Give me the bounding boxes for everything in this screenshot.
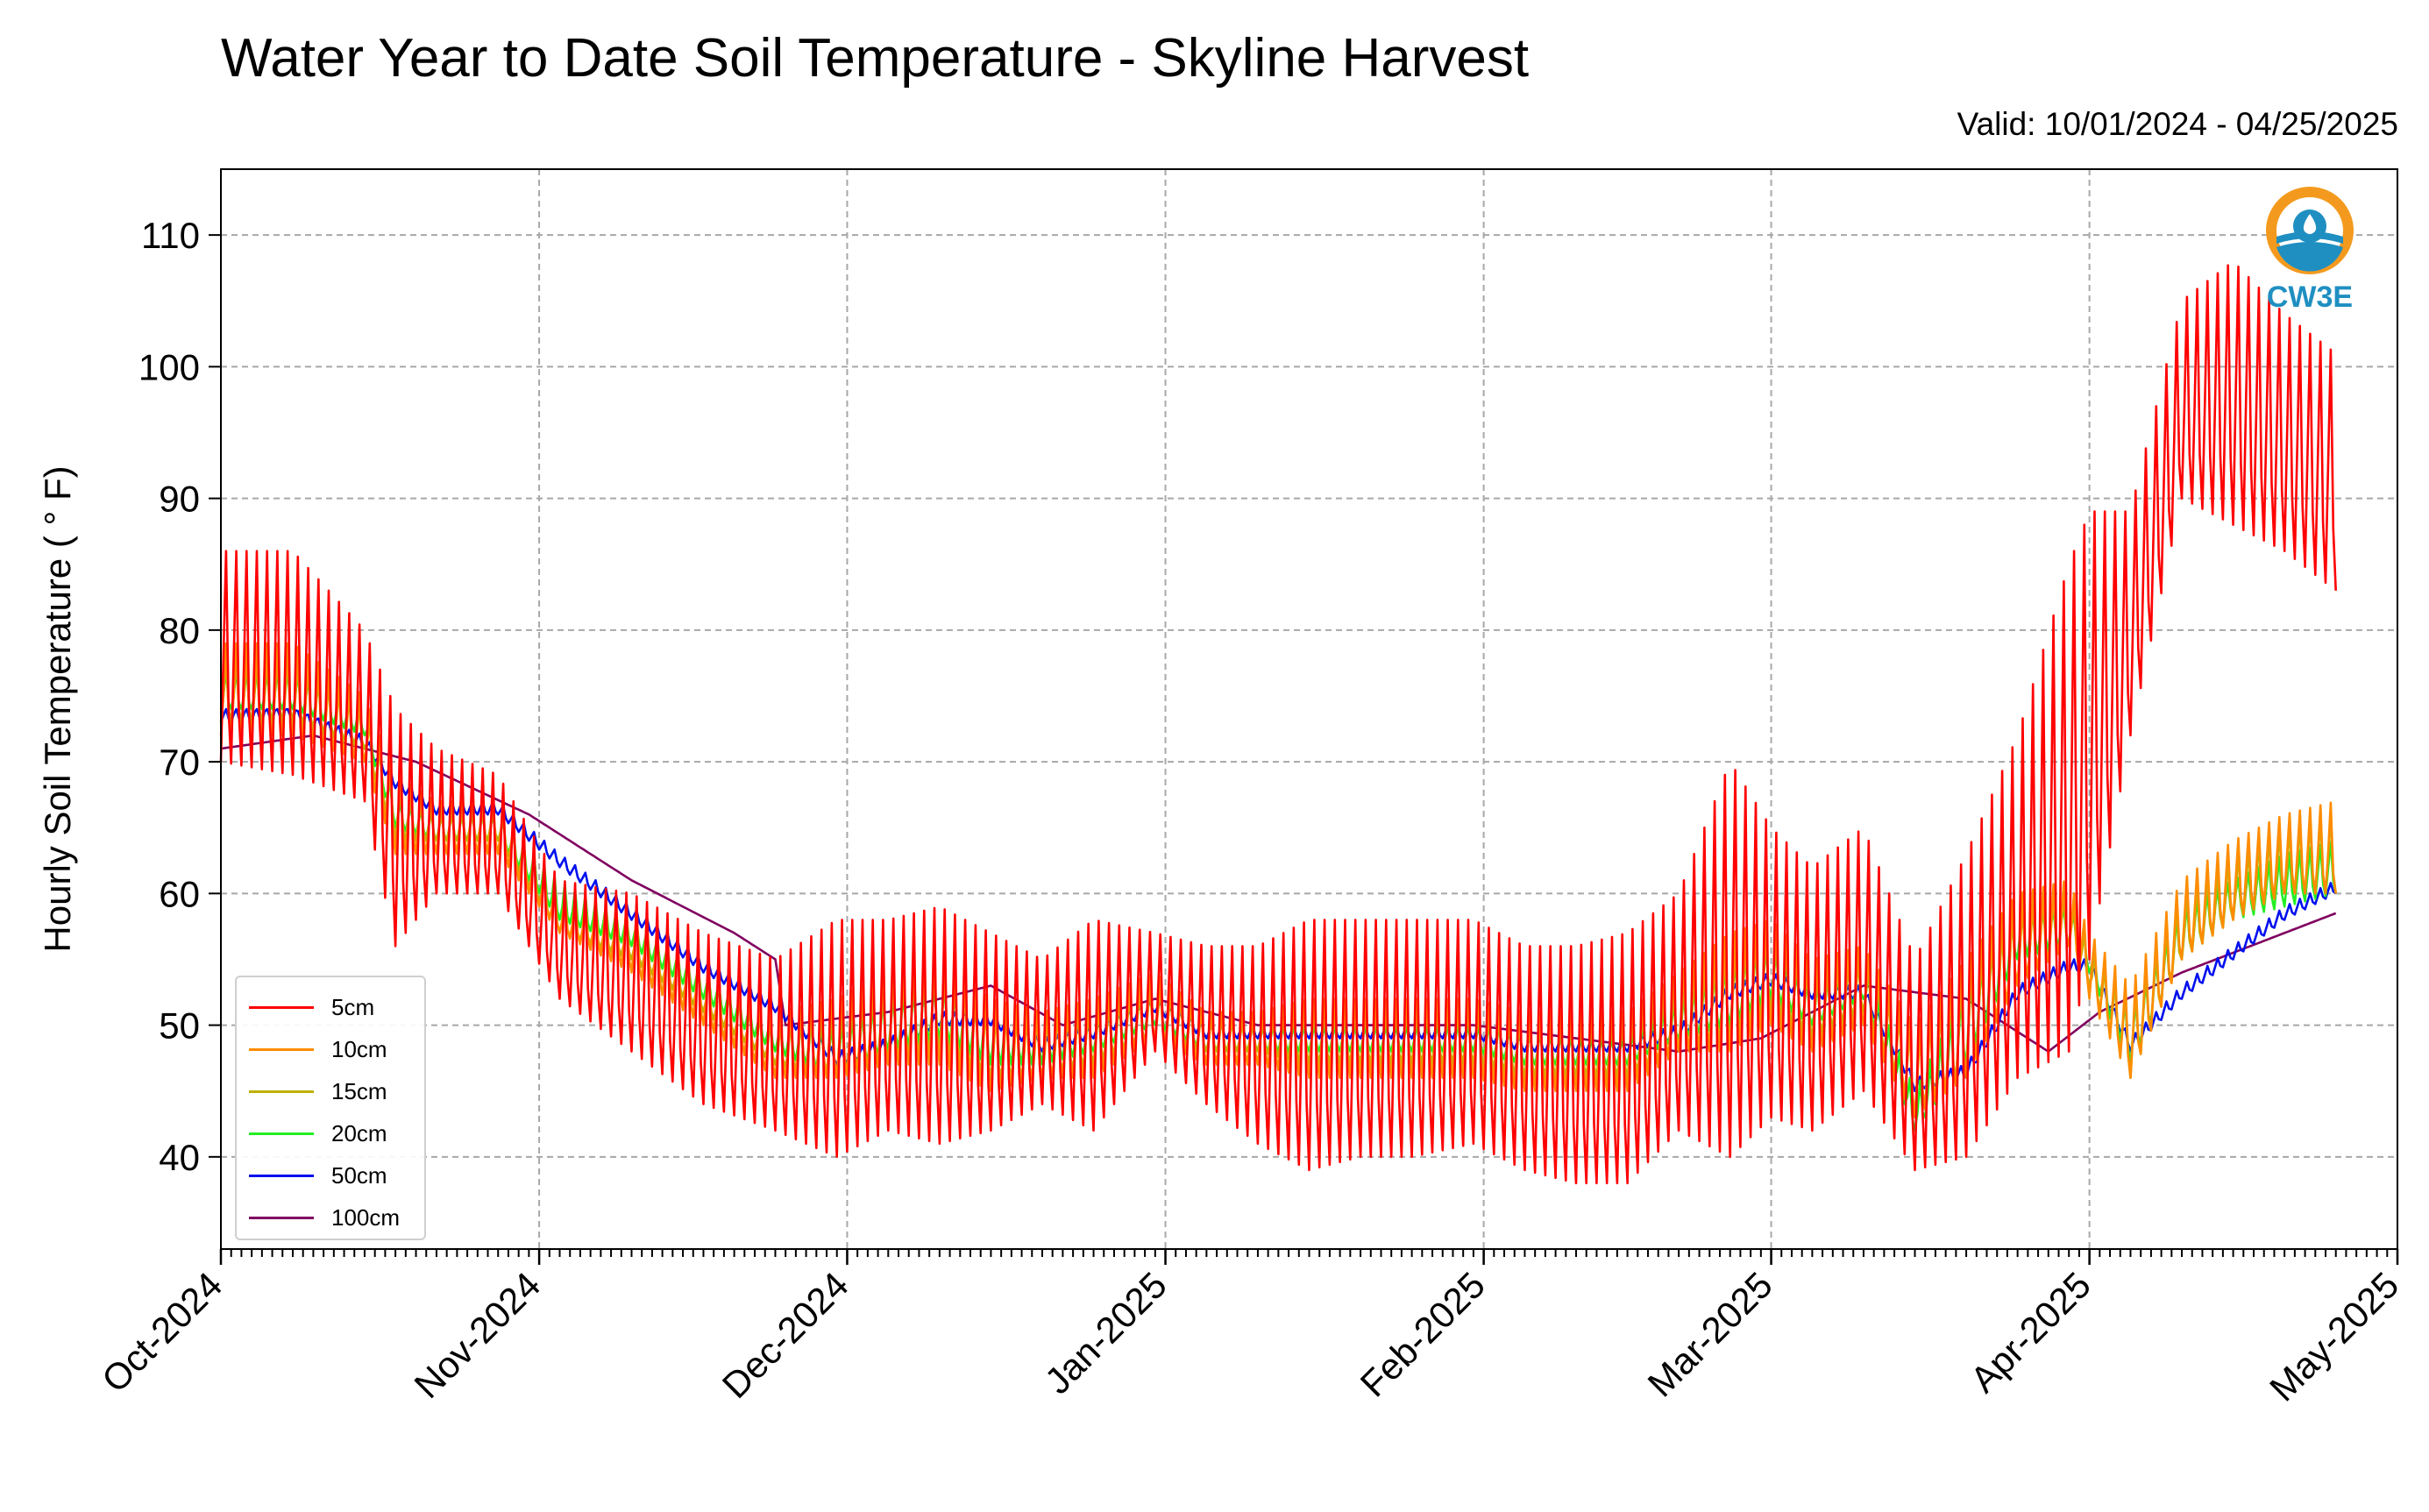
y-tick-label: 100 xyxy=(138,346,200,387)
y-tick-label: 90 xyxy=(159,479,200,520)
plot-frame xyxy=(220,168,2398,1250)
x-tick-label: Oct-2024 xyxy=(94,1264,230,1400)
y-tick-label: 60 xyxy=(159,873,200,914)
legend-swatch xyxy=(249,1217,314,1219)
x-tick-label: Jan-2025 xyxy=(1037,1264,1175,1402)
legend-label: 15cm xyxy=(331,1078,387,1104)
x-tick-label: May-2025 xyxy=(2262,1264,2406,1409)
y-tick-label: 50 xyxy=(159,1005,200,1047)
series-layer xyxy=(219,264,2337,1185)
legend-label: 10cm xyxy=(331,1036,387,1062)
legend-swatch xyxy=(249,1132,314,1135)
y-tick-label: 40 xyxy=(159,1137,200,1178)
series-line-5cm xyxy=(219,264,2337,1185)
legend-item-10cm: 10cm xyxy=(237,1032,424,1067)
legend-swatch xyxy=(249,1048,314,1051)
legend-item-100cm: 100cm xyxy=(237,1200,424,1235)
legend-label: 50cm xyxy=(331,1162,387,1189)
legend-swatch xyxy=(249,1090,314,1093)
y-axis-label: Hourly Soil Temperature ( ° F) xyxy=(37,465,78,952)
legend-item-50cm: 50cm xyxy=(237,1158,424,1193)
x-tick-label: Dec-2024 xyxy=(714,1264,856,1406)
legend-label: 100cm xyxy=(331,1204,401,1231)
x-tick-label: Apr-2025 xyxy=(1963,1264,2099,1400)
cw3e-logo: CW3E xyxy=(2262,182,2358,323)
legend-swatch xyxy=(249,1175,314,1177)
chart-title: Water Year to Date Soil Temperature - Sk… xyxy=(221,28,1530,89)
y-tick-label: 110 xyxy=(141,215,200,256)
x-tick-label: Mar-2025 xyxy=(1640,1264,1780,1404)
y-tick-label: 80 xyxy=(159,610,200,651)
cw3e-logo-text: CW3E xyxy=(2266,280,2354,314)
y-tick-label: 70 xyxy=(159,742,200,783)
valid-date-range: Valid: 10/01/2024 - 04/25/2025 xyxy=(1957,106,2398,142)
x-tick-label: Feb-2025 xyxy=(1353,1264,1493,1404)
grid-layer xyxy=(220,169,2398,1249)
legend: 5cm 10cm 15cm 20cm 50cm 100cm xyxy=(235,976,426,1240)
legend-item-20cm: 20cm xyxy=(237,1116,424,1151)
legend-label: 20cm xyxy=(331,1120,387,1146)
x-tick-label: Nov-2024 xyxy=(406,1264,548,1406)
legend-label: 5cm xyxy=(331,994,375,1020)
legend-item-15cm: 15cm xyxy=(237,1074,424,1109)
legend-item-5cm: 5cm xyxy=(237,990,424,1025)
cw3e-water-drop-logo-icon xyxy=(2266,187,2354,274)
legend-swatch xyxy=(249,1006,314,1009)
